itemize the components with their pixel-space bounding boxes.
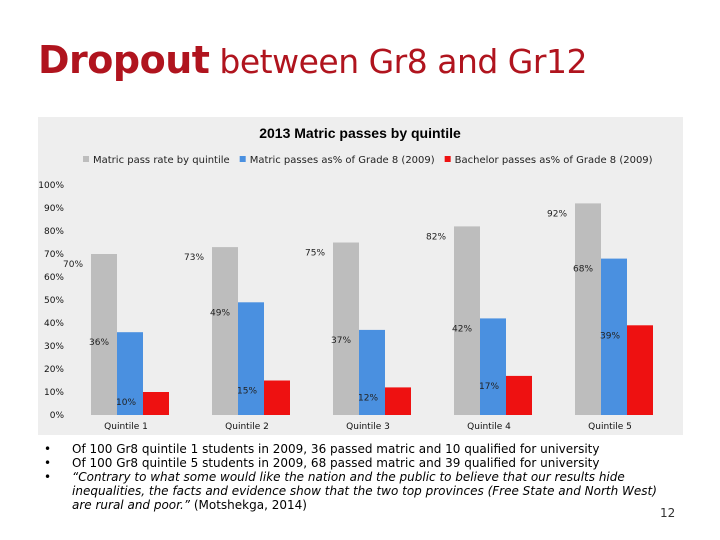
bullet-item: • Of 100 Gr8 quintile 5 students in 2009,… — [44, 456, 674, 470]
bullet-text: Of 100 Gr8 quintile 5 students in 2009, … — [72, 456, 600, 470]
bullet-dot: • — [44, 456, 52, 470]
bullet-dot: • — [44, 470, 52, 484]
bullet-item-quote: • “Contrary to what some would like the n… — [44, 470, 674, 512]
legend-swatch — [444, 156, 451, 162]
bullet-text: Of 100 Gr8 quintile 1 students in 2009, … — [72, 442, 600, 456]
bullet-quote-text: “Contrary to what some would like the na… — [72, 470, 657, 512]
x-tick-label: Quintile 2 — [225, 422, 269, 432]
bar — [212, 247, 238, 415]
legend-label: Bachelor passes as% of Grade 8 (2009) — [455, 155, 653, 166]
y-tick-label: 0% — [50, 411, 65, 421]
bar-chart: 2013 Matric passes by quintile Matric pas… — [38, 125, 653, 432]
y-tick-label: 40% — [44, 319, 64, 329]
bar — [117, 332, 143, 415]
bar — [601, 258, 627, 415]
bar-value-label: 42% — [452, 324, 472, 334]
bar-value-label: 12% — [358, 393, 378, 403]
bar — [575, 203, 601, 415]
bar-value-label: 49% — [210, 308, 230, 318]
y-tick-label: 50% — [44, 296, 64, 306]
bar-value-label: 73% — [184, 253, 204, 263]
bar-value-label: 37% — [331, 336, 351, 346]
bar-value-label: 39% — [600, 331, 620, 341]
bar-value-label: 17% — [479, 382, 499, 392]
bar-value-label: 10% — [116, 398, 136, 408]
y-tick-label: 70% — [44, 250, 64, 260]
bar-value-label: 75% — [305, 249, 325, 259]
bar-value-label: 15% — [237, 387, 257, 397]
legend-label: Matric pass rate by quintile — [93, 155, 230, 166]
bar-value-label: 36% — [89, 338, 109, 348]
bar — [359, 329, 385, 415]
bar — [333, 242, 359, 415]
bar-value-label: 70% — [63, 260, 83, 270]
bar-value-label: 82% — [426, 232, 446, 242]
page-number: 12 — [660, 506, 676, 520]
x-tick-label: Quintile 4 — [467, 422, 511, 432]
bar — [91, 254, 117, 415]
x-tick-label: Quintile 3 — [346, 422, 390, 432]
bullet-item: • Of 100 Gr8 quintile 1 students in 2009,… — [44, 442, 674, 456]
legend-label: Matric passes as% of Grade 8 (2009) — [250, 155, 435, 166]
bar — [385, 387, 411, 415]
y-tick-label: 60% — [44, 273, 64, 283]
y-tick-label: 100% — [38, 181, 64, 191]
legend-swatch — [239, 156, 246, 162]
x-tick-label: Quintile 5 — [588, 422, 632, 432]
legend-swatch — [83, 156, 89, 162]
chart-panel: 2013 Matric passes by quintile Matric pas… — [38, 117, 683, 435]
x-tick-label: Quintile 1 — [104, 422, 148, 432]
bullet-quote-source: (Motshekga, 2014) — [190, 498, 307, 512]
bar — [480, 318, 506, 415]
bar — [264, 380, 290, 415]
bar — [238, 302, 264, 415]
bullet-dot: • — [44, 442, 52, 456]
bullet-list: • Of 100 Gr8 quintile 1 students in 2009,… — [44, 442, 674, 512]
chart-title: 2013 Matric passes by quintile — [259, 125, 461, 141]
y-tick-label: 90% — [44, 204, 64, 214]
bar — [627, 325, 653, 415]
slide-title: Dropout between Gr8 and Gr12 — [38, 38, 587, 82]
bar — [506, 375, 532, 415]
bar — [143, 392, 169, 415]
slide-title-rest: between Gr8 and Gr12 — [219, 42, 587, 81]
y-tick-label: 20% — [44, 365, 64, 375]
y-tick-label: 30% — [44, 342, 64, 352]
y-tick-label: 10% — [44, 388, 64, 398]
slide-title-bold: Dropout — [38, 38, 210, 82]
bar — [454, 226, 480, 415]
y-tick-label: 80% — [44, 227, 64, 237]
bar-value-label: 68% — [573, 265, 593, 275]
bar-value-label: 92% — [547, 209, 567, 219]
